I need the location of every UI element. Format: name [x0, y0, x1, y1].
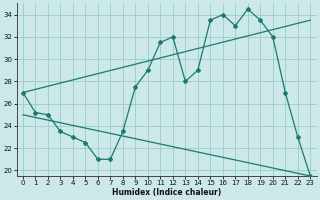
X-axis label: Humidex (Indice chaleur): Humidex (Indice chaleur)	[112, 188, 221, 197]
